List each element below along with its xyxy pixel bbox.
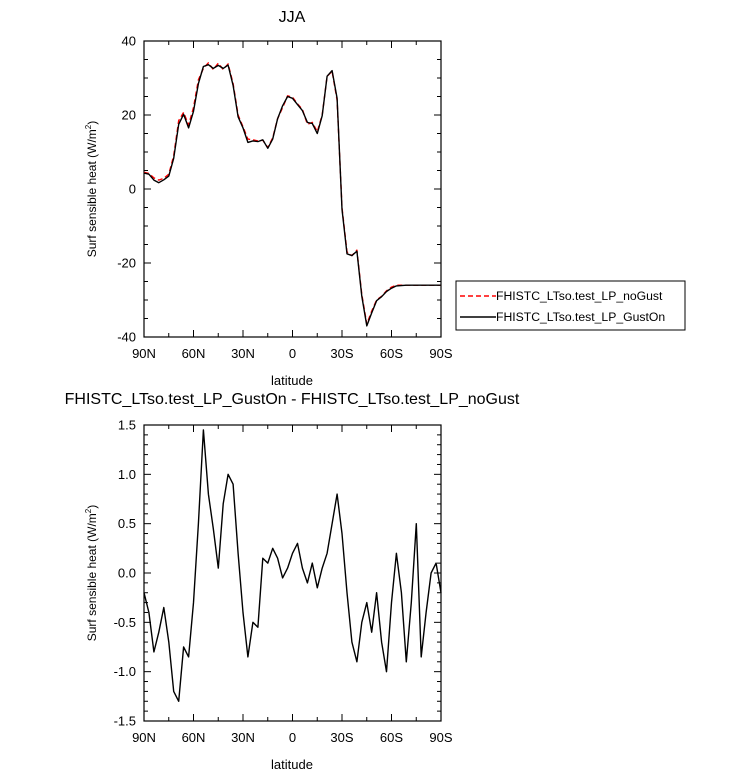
bottom-x-tick-label: 90S (429, 730, 452, 745)
bottom-panel: FHISTC_LTso.test_LP_GustOn - FHISTC_LTso… (65, 391, 520, 772)
top-y-tick-label: 0 (129, 182, 136, 197)
bottom-y-axis-label: Surf sensible heat (W/m2) (84, 505, 99, 642)
top-series-group (143, 62, 441, 327)
top-x-tick-label: 30S (330, 346, 353, 361)
top-axis-ticks: 90N 60N 30N 0 30S 60S 90S 40 20 0 -20 -40 (117, 34, 453, 362)
top-x-tick-label: 30N (231, 346, 255, 361)
top-y-tick-label: -20 (117, 256, 136, 271)
bottom-y-tick-label: 0.5 (118, 516, 136, 531)
top-panel: JJA 90N 60N 30N 0 30S 60S 90S 40 20 0 -20 -40 latit… (84, 9, 686, 388)
top-series-line-1 (143, 63, 441, 327)
legend-label-nogust: FHISTC_LTso.test_LP_noGust (496, 289, 663, 303)
top-y-tick-label: -40 (117, 330, 136, 345)
bottom-y-tick-label: 1.5 (118, 418, 136, 433)
top-y-tick-label: 40 (122, 34, 136, 49)
top-x-tick-label: 90S (429, 346, 452, 361)
bottom-axis-ticks: 90N 60N 30N 0 30S 60S 90S 1.5 1.0 0.5 0.0 -0.5 -1.0 -… (114, 418, 453, 746)
top-x-tick-label: 0 (289, 346, 296, 361)
top-series-line-0 (143, 62, 441, 325)
top-plot-frame (143, 40, 442, 338)
bottom-panel-title: FHISTC_LTso.test_LP_GustOn - FHISTC_LTso… (65, 391, 520, 408)
top-x-tick-label: 60N (182, 346, 206, 361)
bottom-y-tick-label: -1.5 (114, 714, 136, 729)
top-x-tick-label: 60S (380, 346, 403, 361)
bottom-series-line-0 (143, 429, 442, 702)
bottom-x-tick-label: 90N (132, 730, 156, 745)
bottom-x-axis-label: latitude (271, 757, 313, 772)
top-x-tick-label: 90N (132, 346, 156, 361)
bottom-x-tick-label: 60N (182, 730, 206, 745)
bottom-y-tick-label: 0.0 (118, 566, 136, 581)
bottom-y-tick-label: 1.0 (118, 467, 136, 482)
bottom-y-tick-label: -0.5 (114, 615, 136, 630)
legend-box (455, 280, 686, 331)
top-x-axis-label: latitude (271, 373, 313, 388)
bottom-plot-frame (143, 424, 442, 722)
bottom-x-tick-label: 30S (330, 730, 353, 745)
top-panel-title: JJA (279, 9, 306, 26)
legend-label-guston: FHISTC_LTso.test_LP_GustOn (496, 310, 665, 324)
top-y-tick-label: 20 (122, 108, 136, 123)
bottom-x-tick-label: 0 (289, 730, 296, 745)
bottom-x-tick-label: 30N (231, 730, 255, 745)
bottom-y-tick-label: -1.0 (114, 664, 136, 679)
bottom-x-tick-label: 60S (380, 730, 403, 745)
top-y-axis-label: Surf sensible heat (W/m2) (84, 121, 99, 258)
bottom-series-group (143, 429, 442, 702)
legend: FHISTC_LTso.test_LP_noGust FHISTC_LTso.t… (455, 280, 686, 331)
